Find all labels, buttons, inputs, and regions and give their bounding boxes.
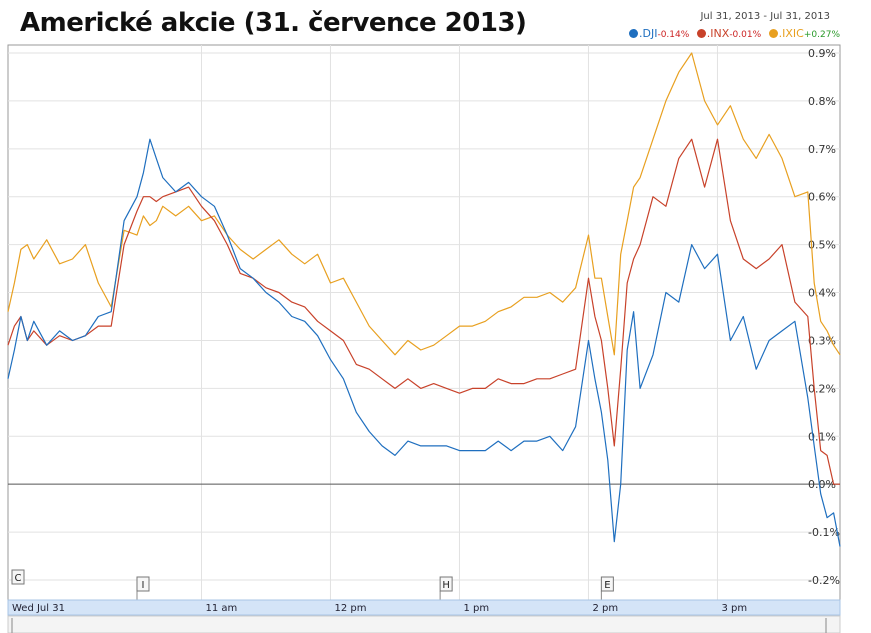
- x-tick-label: 1 pm: [463, 603, 489, 614]
- x-tick-label: 11 am: [205, 603, 237, 614]
- series-line-inx: [7, 138, 840, 485]
- y-tick-label: 0.6%: [808, 191, 836, 204]
- x-axis-bar: [7, 599, 841, 616]
- series-line-dji: [7, 138, 841, 547]
- legend-swatch: [696, 29, 706, 38]
- series-lines: [7, 52, 841, 547]
- legend-symbol: .DJI: [638, 27, 658, 40]
- event-marker[interactable]: C: [11, 569, 25, 585]
- event-marker-label: C: [15, 573, 22, 584]
- legend-symbol: .INX: [706, 27, 730, 40]
- event-marker-label: I: [142, 580, 145, 591]
- event-marker-label: H: [442, 580, 450, 591]
- legend-symbol: .IXIC: [778, 27, 804, 40]
- legend: .DJI-0.14% .INX-0.01% .IXIC+0.27%: [560, 27, 840, 40]
- event-marker[interactable]: E: [600, 576, 614, 600]
- event-marker[interactable]: H: [439, 576, 453, 600]
- y-tick-label: 0.4%: [808, 287, 836, 300]
- horizontal-grid: [8, 52, 840, 581]
- x-tick-label: 12 pm: [334, 603, 366, 614]
- series-line-ixic: [7, 52, 841, 356]
- y-tick-label: 0.5%: [808, 239, 836, 252]
- y-tick-label: 0.7%: [808, 143, 836, 156]
- y-tick-label: 0.3%: [808, 334, 836, 347]
- legend-change: -0.14%: [657, 30, 690, 40]
- x-tick-label: 2 pm: [592, 603, 618, 614]
- legend-item-dji[interactable]: .DJI-0.14%: [628, 27, 690, 40]
- x-tick-label: 3 pm: [721, 603, 747, 614]
- legend-change: +0.27%: [803, 30, 840, 40]
- legend-change: -0.01%: [729, 30, 762, 40]
- x-tick-label: Wed Jul 31: [12, 603, 65, 614]
- x-tick-labels: Wed Jul 31 11 am 12 pm 1 pm 2 pm 3 pm: [12, 603, 747, 614]
- chart-title: Americké akcie (31. července 2013): [20, 8, 527, 38]
- y-tick-label: -0.1%: [808, 526, 840, 539]
- y-tick-label: 0.0%: [808, 478, 836, 491]
- y-tick-label: 0.2%: [808, 382, 836, 395]
- date-range: Jul 31, 2013 - Jul 31, 2013: [700, 11, 830, 22]
- event-marker[interactable]: I: [136, 576, 150, 600]
- event-markers: CI H E: [11, 569, 614, 600]
- legend-swatch: [628, 29, 638, 38]
- y-tick-label: -0.2%: [808, 574, 840, 587]
- legend-item-ixic[interactable]: .IXIC+0.27%: [768, 27, 840, 40]
- y-tick-label: 0.9%: [808, 47, 836, 60]
- y-tick-label: 0.8%: [808, 95, 836, 108]
- navigator-strip[interactable]: [7, 615, 841, 633]
- event-marker-label: E: [604, 580, 610, 591]
- vertical-grid: [200, 45, 718, 600]
- legend-swatch: [768, 29, 778, 38]
- y-tick-label: 0.1%: [808, 430, 836, 443]
- legend-item-inx[interactable]: .INX-0.01%: [696, 27, 762, 40]
- plot-background: [7, 44, 841, 606]
